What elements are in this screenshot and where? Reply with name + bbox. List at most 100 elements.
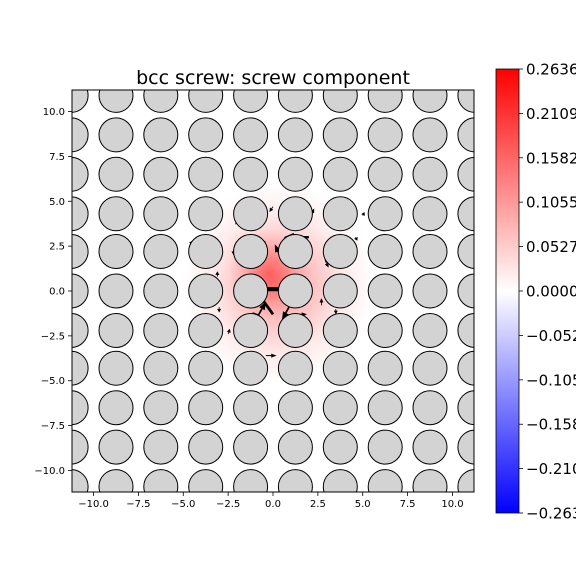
atom-marker	[367, 273, 403, 309]
atom-marker	[457, 313, 474, 348]
atom-marker	[322, 273, 358, 309]
atom-marker	[277, 350, 313, 386]
colorbar: 0.2636 0.2109 0.1582 0.1055 0.0527 0.0000 −0.0…	[495, 61, 576, 523]
atom-marker	[367, 234, 403, 269]
atom-marker	[143, 313, 179, 348]
atom-marker	[188, 90, 224, 113]
atom-marker	[457, 469, 474, 492]
displacement-arrow	[333, 308, 338, 315]
atom-marker	[98, 90, 134, 113]
chart-title: bcc screw: screw component	[136, 67, 410, 89]
atom-marker	[233, 313, 269, 348]
atom-marker	[277, 90, 313, 113]
atom-marker	[412, 117, 448, 153]
atom-marker	[457, 429, 474, 465]
atom-marker	[98, 313, 134, 348]
atom-marker	[412, 90, 448, 113]
atom-marker	[322, 234, 358, 269]
atom-marker	[412, 313, 448, 348]
atom-marker	[188, 234, 224, 269]
atom-marker	[233, 90, 269, 113]
colorbar-tick-label: 0.2109	[526, 105, 576, 123]
x-axis: −10.0 −7.5 −5.0 −2.5 0.0 2.5 5.0 7.5 10.0	[78, 492, 464, 510]
atom-marker	[143, 350, 179, 386]
atom-marker	[72, 390, 89, 426]
atom-marker	[188, 390, 224, 426]
atom-marker	[72, 469, 89, 492]
colorbar-tick-label: −0.1055	[526, 371, 576, 389]
atom-marker	[233, 156, 269, 192]
atom-marker	[412, 429, 448, 465]
displacement-arrow	[265, 353, 277, 358]
colorbar-tick-label: 0.2636	[526, 61, 576, 79]
atom-marker	[412, 390, 448, 426]
atom-marker	[457, 234, 474, 269]
atom-marker	[322, 469, 358, 492]
y-tick-label: 0.0	[49, 287, 65, 298]
atom-marker	[322, 390, 358, 426]
displacement-arrow	[215, 271, 220, 277]
atom-marker	[277, 313, 313, 348]
atom-marker	[233, 390, 269, 426]
atom-marker	[412, 273, 448, 309]
atom-marker	[72, 273, 89, 309]
atom-marker	[322, 313, 358, 348]
atom-marker	[322, 429, 358, 465]
y-tick-label: 5.0	[49, 197, 65, 208]
atom-marker	[367, 350, 403, 386]
x-tick-label: −10.0	[78, 499, 109, 510]
atom-marker	[457, 196, 474, 232]
colorbar-tick-label: −0.2109	[526, 460, 576, 478]
x-tick-label: 7.5	[400, 499, 416, 510]
atom-marker	[233, 429, 269, 465]
colorbar-tick-label: 0.0527	[526, 238, 576, 256]
atom-marker	[457, 350, 474, 386]
displacement-arrow	[217, 307, 222, 313]
arrow-head	[361, 212, 365, 216]
displacement-arrow	[361, 212, 365, 216]
atom-marker	[412, 469, 448, 492]
x-tick-label: 5.0	[355, 499, 371, 510]
atom-marker	[143, 390, 179, 426]
atom-marker	[277, 390, 313, 426]
atom-marker	[72, 156, 89, 192]
atom-marker	[98, 117, 134, 153]
atom-marker	[98, 350, 134, 386]
colorbar-ticks: 0.2636 0.2109 0.1582 0.1055 0.0527 0.0000 −0.0…	[519, 61, 576, 523]
atom-marker	[367, 313, 403, 348]
atom-marker	[143, 196, 179, 232]
atom-marker	[143, 156, 179, 192]
atom-marker	[457, 156, 474, 192]
atom-marker	[72, 90, 89, 113]
atom-marker	[457, 90, 474, 113]
atom-marker	[367, 429, 403, 465]
atom-marker	[322, 117, 358, 153]
atom-marker	[98, 234, 134, 269]
arrow-head	[333, 310, 338, 315]
displacement-arrow	[354, 236, 358, 241]
atom-marker	[277, 429, 313, 465]
atom-marker	[277, 196, 313, 232]
atom-marker	[277, 273, 313, 309]
x-tick-label: −7.5	[126, 499, 150, 510]
atom-marker	[72, 313, 89, 348]
atom-marker	[143, 234, 179, 269]
atom-marker	[98, 429, 134, 465]
atom-marker	[188, 469, 224, 492]
atom-marker	[367, 196, 403, 232]
atom-marker	[233, 117, 269, 153]
atom-marker	[143, 429, 179, 465]
x-tick-label: −5.0	[171, 499, 195, 510]
arrow-head	[215, 271, 220, 275]
arrow-shaft	[324, 260, 327, 264]
atom-marker	[188, 313, 224, 348]
atom-marker	[98, 390, 134, 426]
x-tick-label: −2.5	[216, 499, 240, 510]
atom-marker	[233, 469, 269, 492]
atom-marker	[143, 90, 179, 113]
y-tick-label: −5.0	[41, 376, 65, 387]
displacement-arrow	[269, 206, 274, 213]
y-tick-label: −10.0	[34, 466, 65, 477]
arrow-head	[271, 353, 277, 358]
atom-marker	[277, 469, 313, 492]
